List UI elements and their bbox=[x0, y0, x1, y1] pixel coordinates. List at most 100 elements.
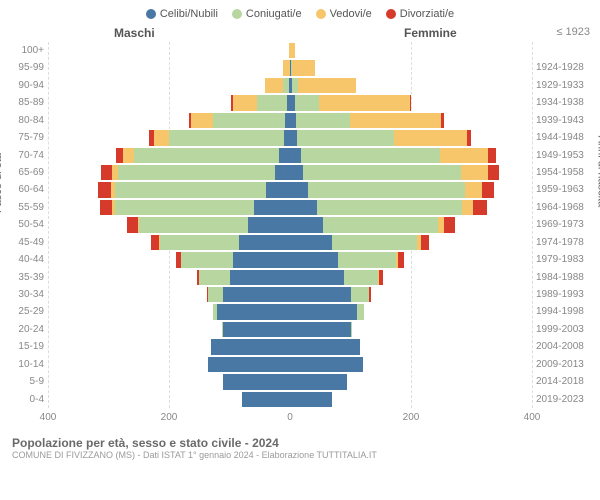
bar-segment bbox=[213, 112, 286, 129]
bar-segment bbox=[98, 181, 111, 198]
age-label: 65-69 bbox=[6, 164, 44, 181]
footer-subtitle: COMUNE DI FIVIZZANO (MS) - Dati ISTAT 1°… bbox=[12, 450, 588, 460]
age-label: 55-59 bbox=[6, 199, 44, 216]
age-label: 30-34 bbox=[6, 286, 44, 303]
bar-segment bbox=[127, 216, 138, 233]
pyramid-row bbox=[48, 391, 532, 408]
pyramid-row bbox=[48, 286, 532, 303]
legend-label: Celibi/Nubili bbox=[160, 8, 218, 20]
legend-dot bbox=[316, 9, 326, 19]
age-label: 45-49 bbox=[6, 234, 44, 251]
birth-year-label: 2009-2013 bbox=[536, 356, 594, 373]
bars-area bbox=[48, 42, 532, 408]
bar-segment bbox=[290, 303, 357, 320]
legend-label: Vedovi/e bbox=[330, 8, 372, 20]
bar-segment bbox=[290, 164, 303, 181]
birth-year-label: 1939-1943 bbox=[536, 112, 594, 129]
pyramid-row bbox=[48, 42, 532, 59]
bar-segment bbox=[160, 234, 239, 251]
bar-segment bbox=[465, 181, 482, 198]
chart-footer: Popolazione per età, sesso e stato civil… bbox=[4, 432, 596, 466]
bar-segment bbox=[350, 112, 441, 129]
bar-segment bbox=[473, 199, 486, 216]
birth-year-label: 1974-1978 bbox=[536, 234, 594, 251]
x-axis: 4002000200400 bbox=[48, 412, 532, 432]
bar-segment bbox=[115, 199, 254, 216]
bar-segment bbox=[223, 321, 290, 338]
pyramid-row bbox=[48, 59, 532, 76]
age-label: 70-74 bbox=[6, 147, 44, 164]
age-label: 75-79 bbox=[6, 129, 44, 146]
pyramid-row bbox=[48, 94, 532, 111]
bar-segment bbox=[100, 199, 112, 216]
bar-segment bbox=[410, 94, 411, 111]
birth-year-label: 1964-1968 bbox=[536, 199, 594, 216]
pyramid-row bbox=[48, 77, 532, 94]
y-axis-right-title: Anni di nascita bbox=[596, 136, 600, 208]
bar-segment bbox=[290, 338, 360, 355]
bar-segment bbox=[379, 269, 383, 286]
bar-segment bbox=[139, 216, 248, 233]
bar-segment bbox=[233, 251, 290, 268]
bar-segment bbox=[482, 181, 494, 198]
plot-area: Fasce di età Anni di nascita 40020002004… bbox=[4, 42, 596, 432]
bar-segment bbox=[290, 356, 363, 373]
age-label: 35-39 bbox=[6, 269, 44, 286]
bar-segment bbox=[211, 338, 290, 355]
legend-label: Divorziati/e bbox=[400, 8, 454, 20]
legend-dot bbox=[146, 9, 156, 19]
age-label: 40-44 bbox=[6, 251, 44, 268]
pyramid-row bbox=[48, 181, 532, 198]
bar-segment bbox=[208, 356, 290, 373]
bar-segment bbox=[266, 181, 290, 198]
pyramid-row bbox=[48, 269, 532, 286]
bar-segment bbox=[317, 199, 462, 216]
age-label: 80-84 bbox=[6, 112, 44, 129]
birth-year-label: 1984-1988 bbox=[536, 269, 594, 286]
bar-segment bbox=[239, 234, 290, 251]
bar-segment bbox=[116, 147, 123, 164]
bar-segment bbox=[338, 251, 395, 268]
bar-segment bbox=[242, 391, 290, 408]
bar-segment bbox=[290, 147, 301, 164]
bar-segment bbox=[257, 94, 287, 111]
header-female: Femmine bbox=[404, 26, 457, 40]
bar-segment bbox=[230, 269, 291, 286]
pyramid-row bbox=[48, 147, 532, 164]
bar-segment bbox=[134, 147, 279, 164]
birth-year-label: 2004-2008 bbox=[536, 338, 594, 355]
birth-year-label: 2019-2023 bbox=[536, 391, 594, 408]
bar-segment bbox=[290, 181, 308, 198]
pyramid-row bbox=[48, 112, 532, 129]
pyramid-row bbox=[48, 234, 532, 251]
legend-item: Coniugati/e bbox=[232, 8, 302, 20]
bar-segment bbox=[351, 321, 352, 338]
bar-segment bbox=[292, 59, 315, 76]
legend-item: Celibi/Nubili bbox=[146, 8, 218, 20]
bar-segment bbox=[369, 286, 371, 303]
x-tick: 200 bbox=[161, 412, 178, 423]
bar-segment bbox=[488, 164, 499, 181]
bar-segment bbox=[467, 129, 472, 146]
population-pyramid-chart: Celibi/Nubili Coniugati/e Vedovi/e Divorzia… bbox=[0, 0, 600, 470]
bar-segment bbox=[323, 216, 438, 233]
birth-year-label: 1999-2003 bbox=[536, 321, 594, 338]
bar-segment bbox=[290, 269, 344, 286]
birth-year-label: 1959-1963 bbox=[536, 181, 594, 198]
bar-segment bbox=[290, 391, 332, 408]
legend-dot bbox=[232, 9, 242, 19]
pyramid-row bbox=[48, 129, 532, 146]
bar-segment bbox=[394, 129, 467, 146]
bar-segment bbox=[290, 216, 323, 233]
birth-year-label: 1954-1958 bbox=[536, 164, 594, 181]
pyramid-row bbox=[48, 321, 532, 338]
pyramid-row bbox=[48, 251, 532, 268]
header-year-first: ≤ 1923 bbox=[556, 26, 590, 38]
age-label: 10-14 bbox=[6, 356, 44, 373]
bar-segment bbox=[151, 234, 158, 251]
header-male: Maschi bbox=[114, 26, 155, 40]
pyramid-row bbox=[48, 356, 532, 373]
bar-segment bbox=[290, 373, 347, 390]
x-tick: 400 bbox=[40, 412, 57, 423]
bar-segment bbox=[290, 251, 338, 268]
